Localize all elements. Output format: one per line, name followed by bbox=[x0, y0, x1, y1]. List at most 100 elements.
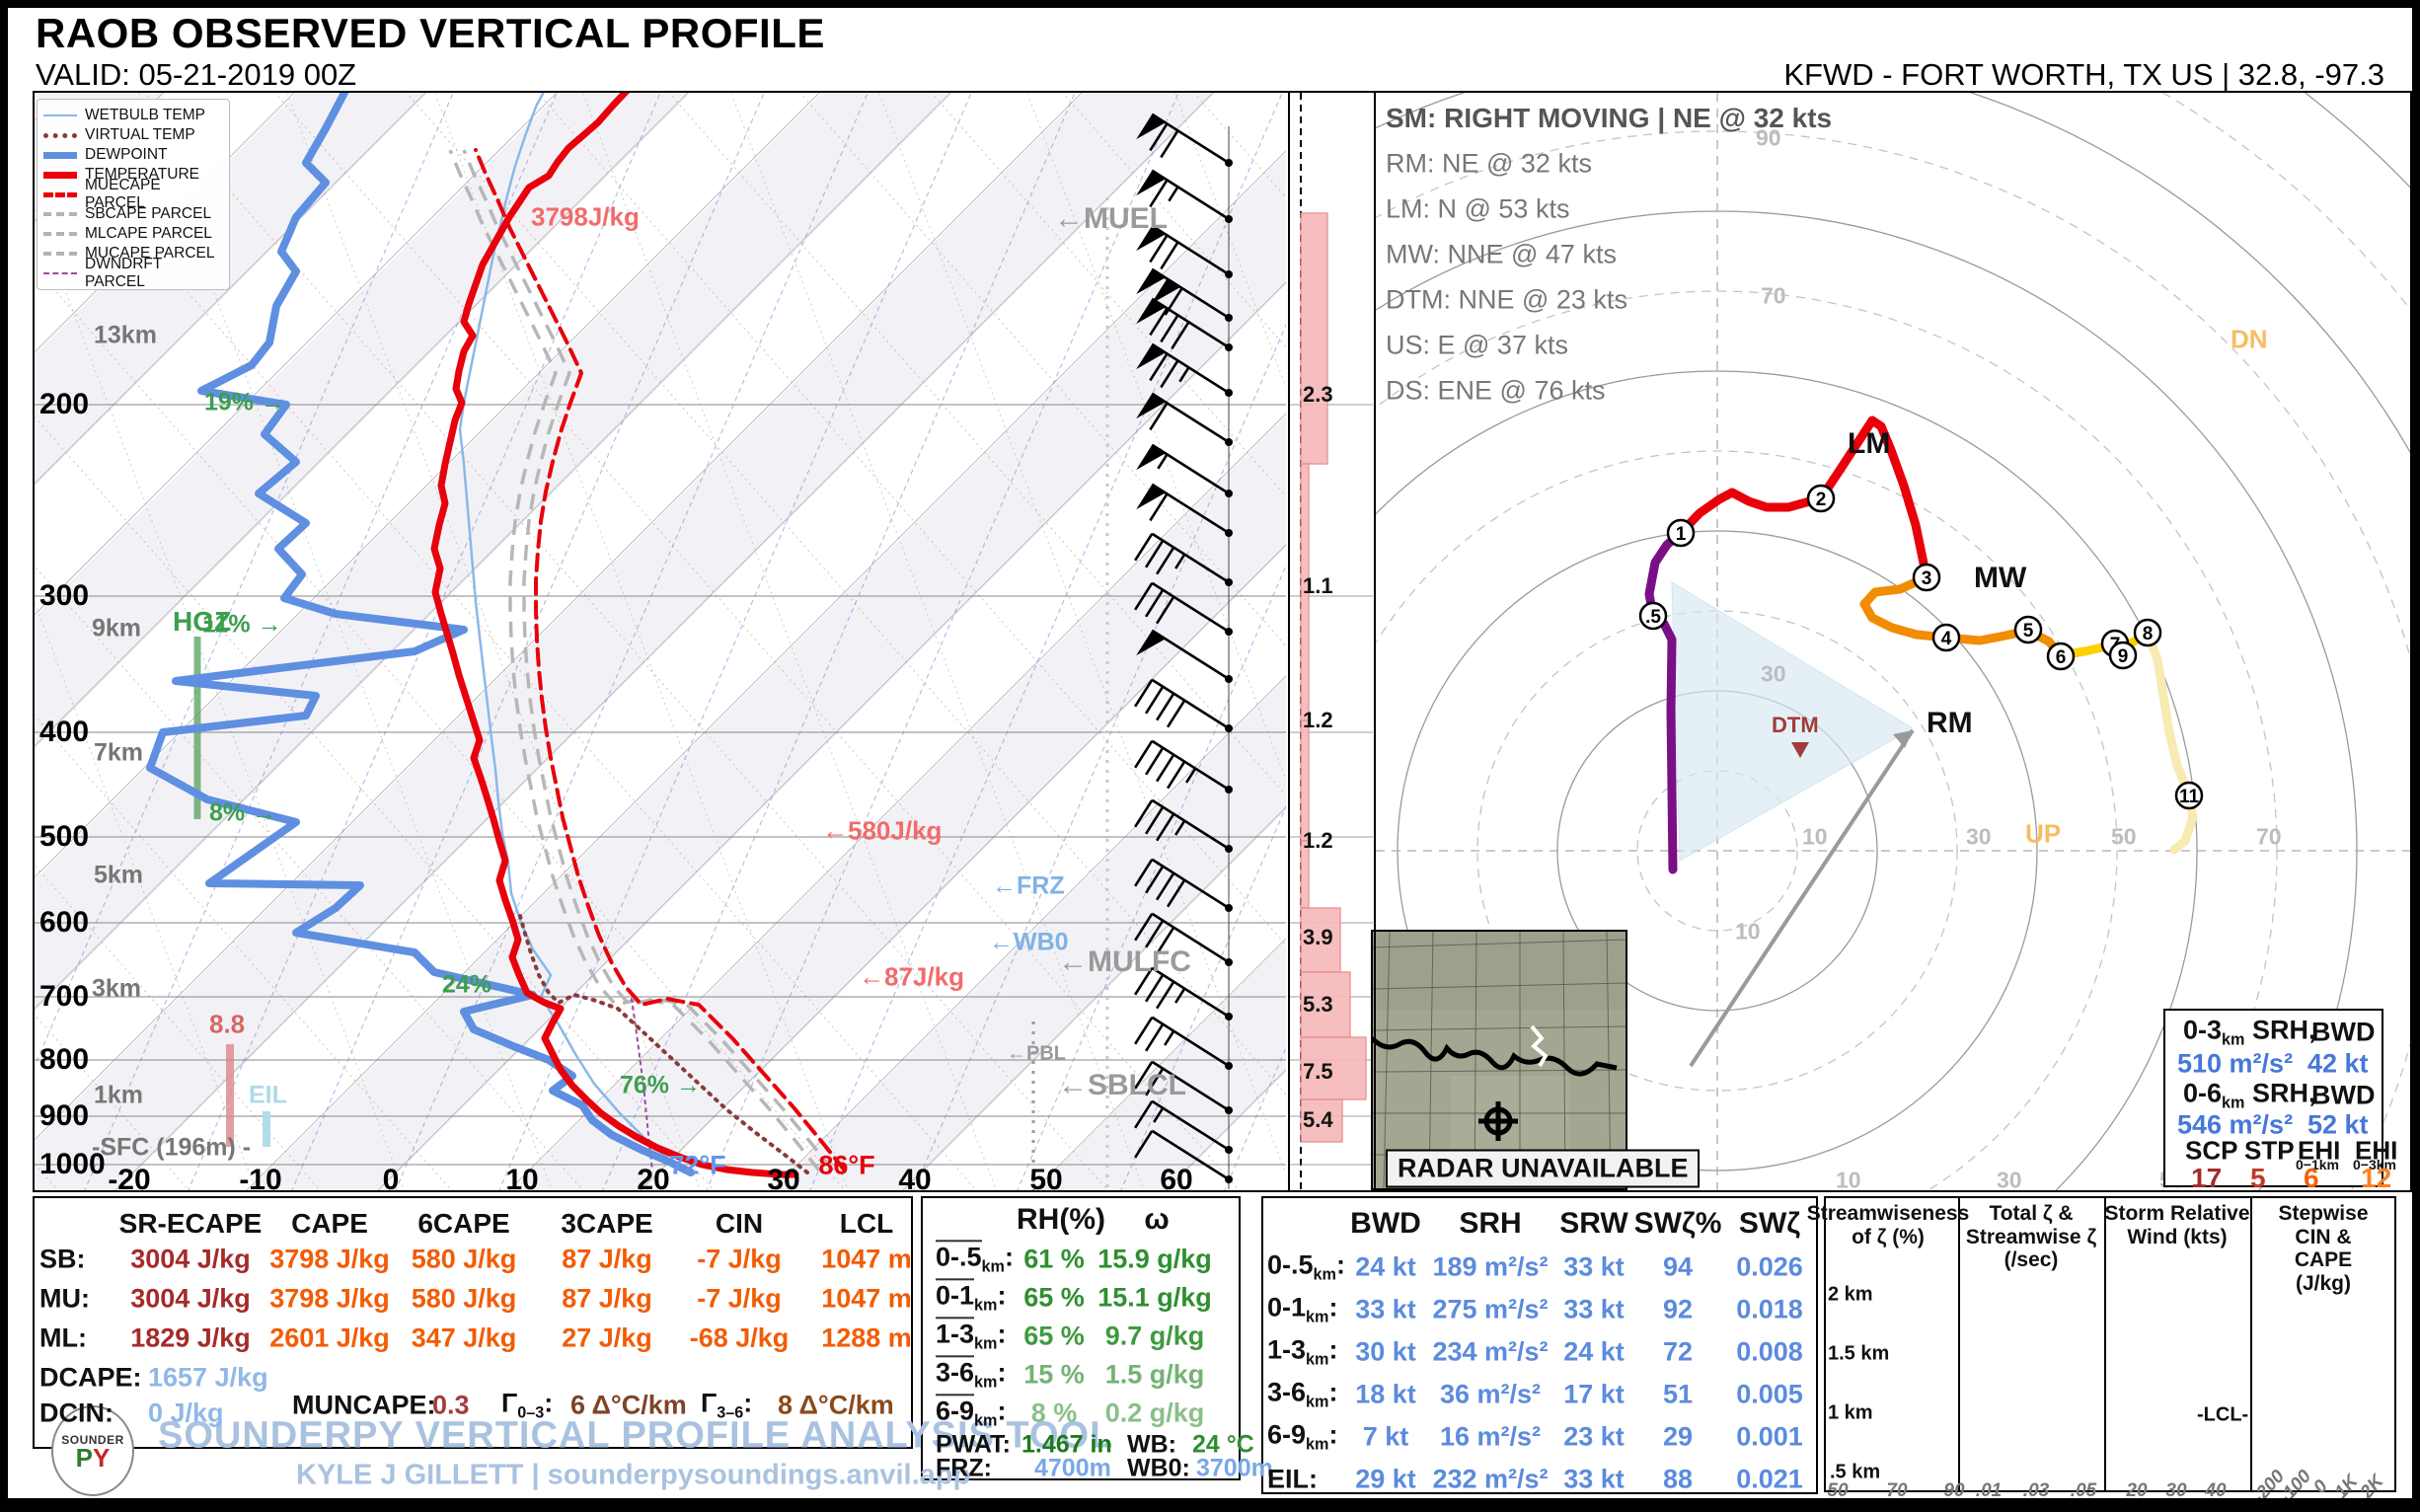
kinematics-value: 30 kt bbox=[1355, 1336, 1416, 1367]
footer-title: SOUNDERPY VERTICAL PROFILE ANALYSIS TOOL bbox=[158, 1414, 1114, 1457]
svg-text:8: 8 bbox=[2143, 624, 2154, 644]
dcin-value: 0 J/kg bbox=[148, 1398, 224, 1428]
mini-panel-title: Storm Relative Wind (kts) bbox=[2104, 1202, 2250, 1248]
pwat-value: 1.467 in bbox=[1021, 1430, 1112, 1459]
thermo-header: CAPE bbox=[291, 1208, 368, 1239]
thermo-value: 2601 J/kg bbox=[269, 1323, 390, 1353]
kinematics-value: 72 bbox=[1662, 1336, 1694, 1367]
temperature-axis-label: 20 bbox=[637, 1164, 670, 1196]
legend-label: MUECAPE PARCEL bbox=[85, 177, 161, 211]
kinematics-header: SRW bbox=[1559, 1207, 1628, 1240]
index-value: 5 bbox=[2250, 1163, 2266, 1193]
freezing-level-annotation: ←FRZ bbox=[992, 871, 1065, 900]
legend-swatch-dash bbox=[43, 212, 77, 216]
hodograph-ring-label: 30 bbox=[1966, 823, 1992, 850]
index-sub-label: 0−1km bbox=[2296, 1157, 2339, 1172]
bwd-col-label: BWD bbox=[2311, 1080, 2376, 1110]
kinematics-value: 234 m²/s² bbox=[1432, 1336, 1549, 1367]
legend-label: SBCAPE PARCEL bbox=[85, 205, 212, 222]
legend-label: MLCAPE PARCEL bbox=[85, 225, 212, 242]
thermo-value: 580 J/kg bbox=[411, 1283, 517, 1314]
hodograph-ring-label: 10 bbox=[1802, 823, 1828, 850]
legend-item: MLCAPE PARCEL bbox=[43, 224, 223, 244]
thermo-row-label: MU: bbox=[39, 1283, 90, 1314]
storm-motion-line: LM: N @ 53 kts bbox=[1386, 193, 1570, 224]
legend-item: TEMPERATURE bbox=[43, 165, 223, 185]
srh-0-3-value: 510 m²/s² bbox=[2177, 1048, 2294, 1079]
kinematics-value: 33 kt bbox=[1563, 1464, 1625, 1494]
kinematics-value: 0.018 bbox=[1736, 1294, 1803, 1324]
moisture-layer-label: 1-3km: bbox=[936, 1317, 1007, 1353]
thermo-value: 1047 m bbox=[821, 1244, 912, 1274]
mini-panel-title: Stepwise CIN & CAPE (J/kg) bbox=[2278, 1202, 2369, 1295]
frz-label: FRZ: bbox=[936, 1454, 992, 1482]
hodograph-ring-label: 30 bbox=[1997, 1167, 2022, 1193]
parcel-level-annotation: ←MUEL bbox=[1054, 202, 1168, 235]
parcel-level-annotation: ←SBLCL bbox=[1058, 1069, 1186, 1101]
mini-axis-tick: 20 bbox=[2126, 1480, 2148, 1501]
lapse-3-6-label: Γ3–6: bbox=[701, 1388, 753, 1422]
temperature-axis-label: 30 bbox=[767, 1164, 800, 1196]
kinematics-value: 0.021 bbox=[1736, 1464, 1803, 1494]
kinematics-value: 17 kt bbox=[1563, 1379, 1625, 1409]
storm-motion-line: RM: NE @ 32 kts bbox=[1386, 148, 1592, 179]
mini-axis-tick: 50 bbox=[1827, 1480, 1849, 1501]
temperature-axis-label: 60 bbox=[1160, 1164, 1193, 1196]
thermo-header: LCL bbox=[839, 1208, 894, 1239]
kinematics-value: 24 kt bbox=[1355, 1251, 1416, 1282]
moisture-layer-label: 0-.5km: bbox=[936, 1240, 1014, 1276]
svg-text:11: 11 bbox=[2179, 787, 2200, 807]
legend-label: WETBULB TEMP bbox=[85, 107, 206, 123]
kinematics-layer-label: 0-.5km: bbox=[1267, 1249, 1345, 1284]
muncape-label: MUNCAPE: bbox=[292, 1390, 436, 1420]
pressure-axis-label: 600 bbox=[39, 906, 90, 939]
kinematics-layer-label: 0-1km: bbox=[1267, 1292, 1338, 1326]
parcel-level-annotation: ←MULFC bbox=[1058, 945, 1191, 978]
thermo-value: -7 J/kg bbox=[697, 1283, 782, 1314]
histogram-bar-value: 5.4 bbox=[1303, 1107, 1333, 1132]
muncape-value: 0.3 bbox=[432, 1390, 470, 1420]
legend-item: DWNDRFT PARCEL bbox=[43, 256, 223, 290]
legend-item: MUCAPE PARCEL bbox=[43, 244, 223, 264]
skewt-histogram-divider bbox=[1288, 91, 1290, 1192]
histogram-bar-value: 1.2 bbox=[1303, 828, 1333, 853]
mixing-ratio-value: 0.2 g/kg bbox=[1104, 1398, 1205, 1428]
kinematics-value: 29 kt bbox=[1355, 1464, 1416, 1494]
kinematics-value: 51 bbox=[1662, 1379, 1694, 1409]
legend-item: DEWPOINT bbox=[43, 145, 223, 165]
storm-motion-line: US: E @ 37 kts bbox=[1386, 330, 1568, 360]
temperature-axis-label: 10 bbox=[505, 1164, 539, 1196]
kinematics-value: 33 kt bbox=[1563, 1294, 1625, 1324]
thermo-value: 87 J/kg bbox=[562, 1283, 652, 1314]
kinematics-value: 275 m²/s² bbox=[1432, 1294, 1549, 1324]
kinematics-value: 0.008 bbox=[1736, 1336, 1803, 1367]
thermo-row-label: ML: bbox=[39, 1323, 87, 1353]
rh-value: 65 % bbox=[1023, 1321, 1085, 1351]
mixing-ratio-value: 1.5 g/kg bbox=[1104, 1359, 1205, 1390]
thermodynamics-table-box bbox=[33, 1196, 913, 1449]
freezing-level-annotation: ←WB0 bbox=[989, 928, 1069, 956]
thermo-row-label: SB: bbox=[39, 1244, 86, 1274]
thermo-header: 3CAPE bbox=[561, 1208, 653, 1239]
legend-label: VIRTUAL TEMP bbox=[85, 126, 195, 143]
svg-text:6: 6 bbox=[2056, 647, 2067, 668]
hodograph-ring-label: 10 bbox=[1735, 918, 1761, 945]
kinematics-value: 18 kt bbox=[1355, 1379, 1416, 1409]
histogram-bar-value: 3.9 bbox=[1303, 925, 1333, 949]
mixing-ratio-value: 15.1 g/kg bbox=[1097, 1282, 1212, 1313]
pressure-axis-label: 200 bbox=[39, 388, 90, 420]
histogram-bar-value: 1.2 bbox=[1303, 708, 1333, 732]
thermo-value: 87 J/kg bbox=[562, 1244, 652, 1274]
dcape-label: DCAPE: bbox=[39, 1362, 142, 1393]
moisture-layer-label: 6-9km: bbox=[936, 1394, 1007, 1430]
temperature-axis-label: 50 bbox=[1029, 1164, 1063, 1196]
histogram-bar-value: 2.3 bbox=[1303, 382, 1333, 407]
bwd-0-3-value: 42 kt bbox=[2307, 1048, 2369, 1079]
main-plot-frame bbox=[33, 91, 2412, 1192]
kinematics-value: 33 kt bbox=[1563, 1251, 1625, 1282]
thermo-value: 1047 m bbox=[821, 1283, 912, 1314]
wb0-label: WB0: bbox=[1127, 1454, 1190, 1482]
bwd-col-label: BWD bbox=[2311, 1017, 2376, 1047]
index-value: 17 bbox=[2191, 1163, 2223, 1193]
eil-label: EIL bbox=[249, 1081, 287, 1109]
